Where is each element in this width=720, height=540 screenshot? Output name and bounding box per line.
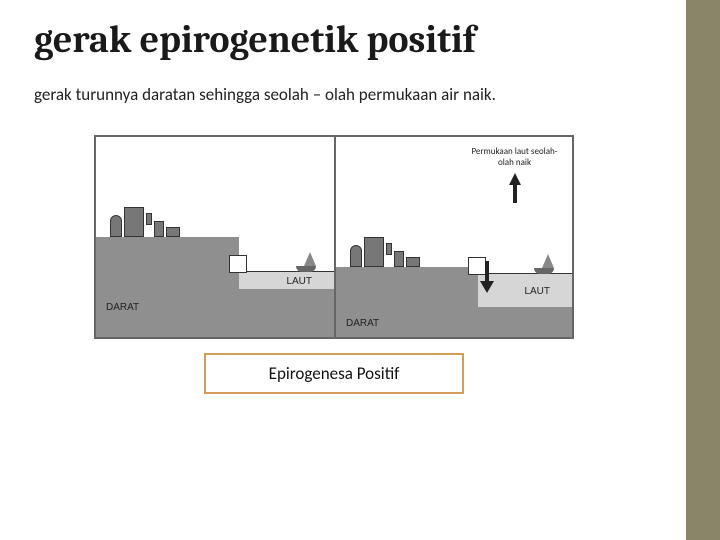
sea-floor — [239, 289, 334, 337]
diagram-panels: DARAT LAUT Perm — [94, 135, 574, 339]
sea-label: LAUT — [286, 276, 312, 287]
chimney-icon — [386, 243, 392, 255]
diagram-caption: Epirogenesa Positif — [204, 353, 464, 394]
boat-icon — [534, 268, 554, 274]
factory-icon — [364, 237, 384, 267]
shed-icon — [154, 221, 164, 237]
silo-icon — [350, 245, 362, 267]
dock-icon — [468, 257, 486, 275]
sea-floor — [478, 307, 572, 337]
hut-icon — [166, 227, 180, 237]
slide-content: gerak epirogenetik positif gerak turunny… — [0, 0, 720, 394]
slide-title: gerak epirogenetik positif — [34, 18, 660, 62]
buildings — [350, 237, 420, 267]
landmass — [96, 237, 239, 337]
chimney-icon — [146, 213, 152, 225]
boat-icon — [296, 266, 316, 272]
panel-before: DARAT LAUT — [96, 137, 334, 337]
diagram-figure: DARAT LAUT Perm — [94, 135, 574, 394]
sea-rise-annotation: Permukaan laut seolah-olah naik — [467, 147, 562, 185]
annotation-text: Permukaan laut seolah-olah naik — [471, 146, 557, 168]
shed-icon — [394, 251, 404, 267]
dock-icon — [229, 255, 247, 273]
buildings — [110, 207, 180, 237]
arrow-up-icon — [509, 173, 521, 185]
land-label: DARAT — [106, 302, 139, 313]
panel-after: Permukaan laut seolah-olah naik DARAT LA… — [334, 137, 572, 337]
slide-subtitle: gerak turunnya daratan sehingga seolah –… — [34, 84, 574, 107]
land-label: DARAT — [346, 318, 379, 329]
hut-icon — [406, 257, 420, 267]
sea-label: LAUT — [524, 286, 550, 297]
side-stripe — [686, 0, 720, 540]
factory-icon — [124, 207, 144, 237]
arrow-down-icon — [485, 261, 489, 283]
silo-icon — [110, 215, 122, 237]
